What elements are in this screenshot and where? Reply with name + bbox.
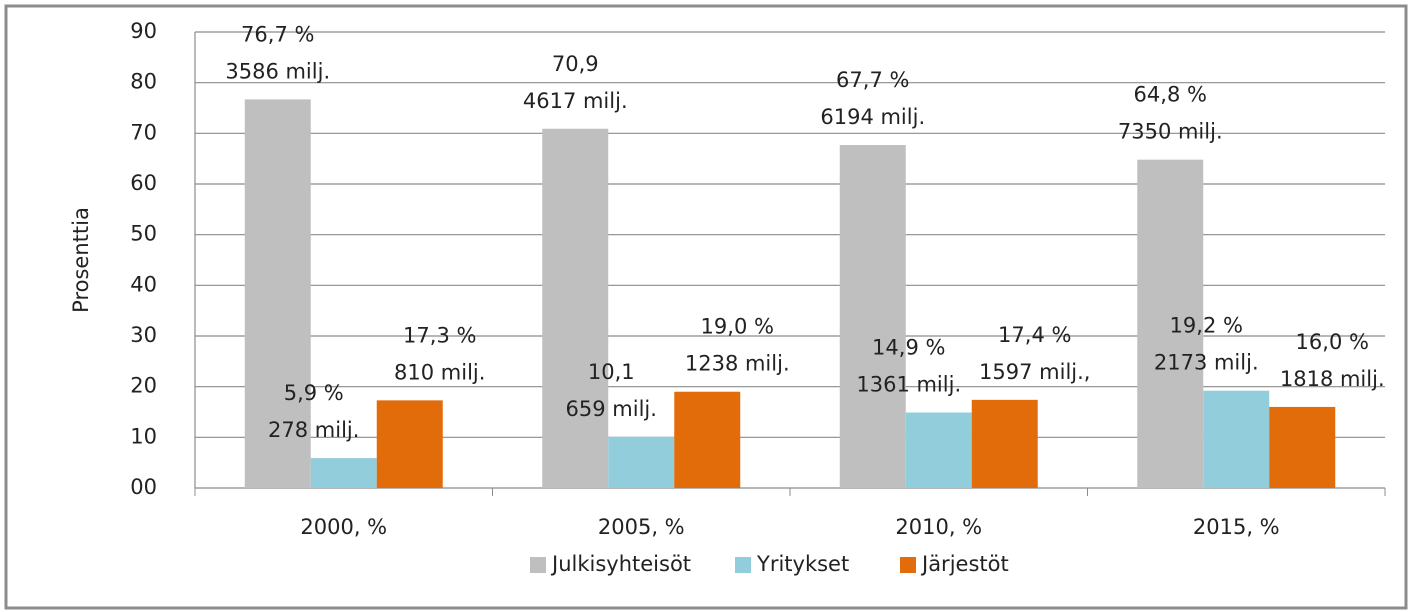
bar — [542, 128, 609, 489]
data-label: 10,1 — [588, 360, 635, 384]
bar — [905, 412, 972, 488]
data-label: 19,2 % — [1170, 314, 1243, 338]
amount-label: 1238 milj. — [685, 352, 790, 376]
data-label: 64,8 % — [1134, 83, 1207, 107]
bar — [1203, 390, 1270, 488]
amount-label: 3586 milj. — [225, 59, 330, 83]
legend-label: Yritykset — [756, 552, 849, 576]
legend-swatch — [735, 557, 751, 573]
amount-label: 6194 milj. — [820, 105, 925, 129]
y-tick-label: 60 — [130, 171, 157, 195]
bar — [1269, 406, 1336, 488]
legend-swatch — [900, 557, 916, 573]
y-axis-label: Prosenttia — [69, 207, 93, 313]
amount-label: 1361 milj. — [856, 373, 961, 397]
amount-label: 7350 milj. — [1118, 120, 1223, 144]
bar — [608, 436, 675, 488]
y-tick-label: 00 — [130, 475, 157, 499]
bar — [244, 99, 311, 489]
bar — [674, 391, 741, 488]
y-tick-label: 90 — [130, 19, 157, 43]
amount-label: 1597 milj., — [979, 360, 1090, 384]
amount-label: 810 milj. — [394, 360, 485, 384]
bar — [971, 399, 1038, 488]
x-tick-label: 2005, % — [598, 515, 685, 539]
amount-label: 1818 milj. — [1280, 367, 1385, 391]
amount-label: 278 milj. — [268, 418, 359, 442]
data-label: 67,7 % — [836, 68, 909, 92]
y-tick-label: 80 — [130, 70, 157, 94]
legend-label: Julkisyhteisöt — [550, 552, 691, 576]
bar — [1137, 159, 1204, 488]
amount-label: 4617 milj. — [523, 89, 628, 113]
data-label: 5,9 % — [284, 381, 344, 405]
data-label: 70,9 — [552, 52, 599, 76]
frame — [4, 4, 1408, 610]
y-tick-label: 20 — [130, 374, 157, 398]
data-label: 17,3 % — [403, 323, 476, 347]
data-label: 76,7 % — [241, 22, 314, 46]
y-tick-label: 30 — [130, 323, 157, 347]
y-tick-label: 10 — [130, 424, 157, 448]
y-tick-label: 70 — [130, 120, 157, 144]
legend-swatch — [530, 557, 546, 573]
bar — [310, 458, 377, 488]
x-tick-label: 2015, % — [1193, 515, 1280, 539]
data-label: 16,0 % — [1296, 330, 1369, 354]
amount-label: 2173 milj. — [1154, 351, 1259, 375]
amount-label: 659 milj. — [566, 397, 657, 421]
data-label: 19,0 % — [701, 315, 774, 339]
x-tick-label: 2010, % — [895, 515, 982, 539]
data-label: 14,9 % — [872, 336, 945, 360]
legend-label: Järjestöt — [920, 552, 1009, 576]
bar — [376, 400, 443, 488]
data-label: 17,4 % — [998, 323, 1071, 347]
bar — [839, 144, 906, 488]
y-tick-label: 50 — [130, 222, 157, 246]
x-tick-label: 2000, % — [300, 515, 387, 539]
y-tick-label: 40 — [130, 272, 157, 296]
